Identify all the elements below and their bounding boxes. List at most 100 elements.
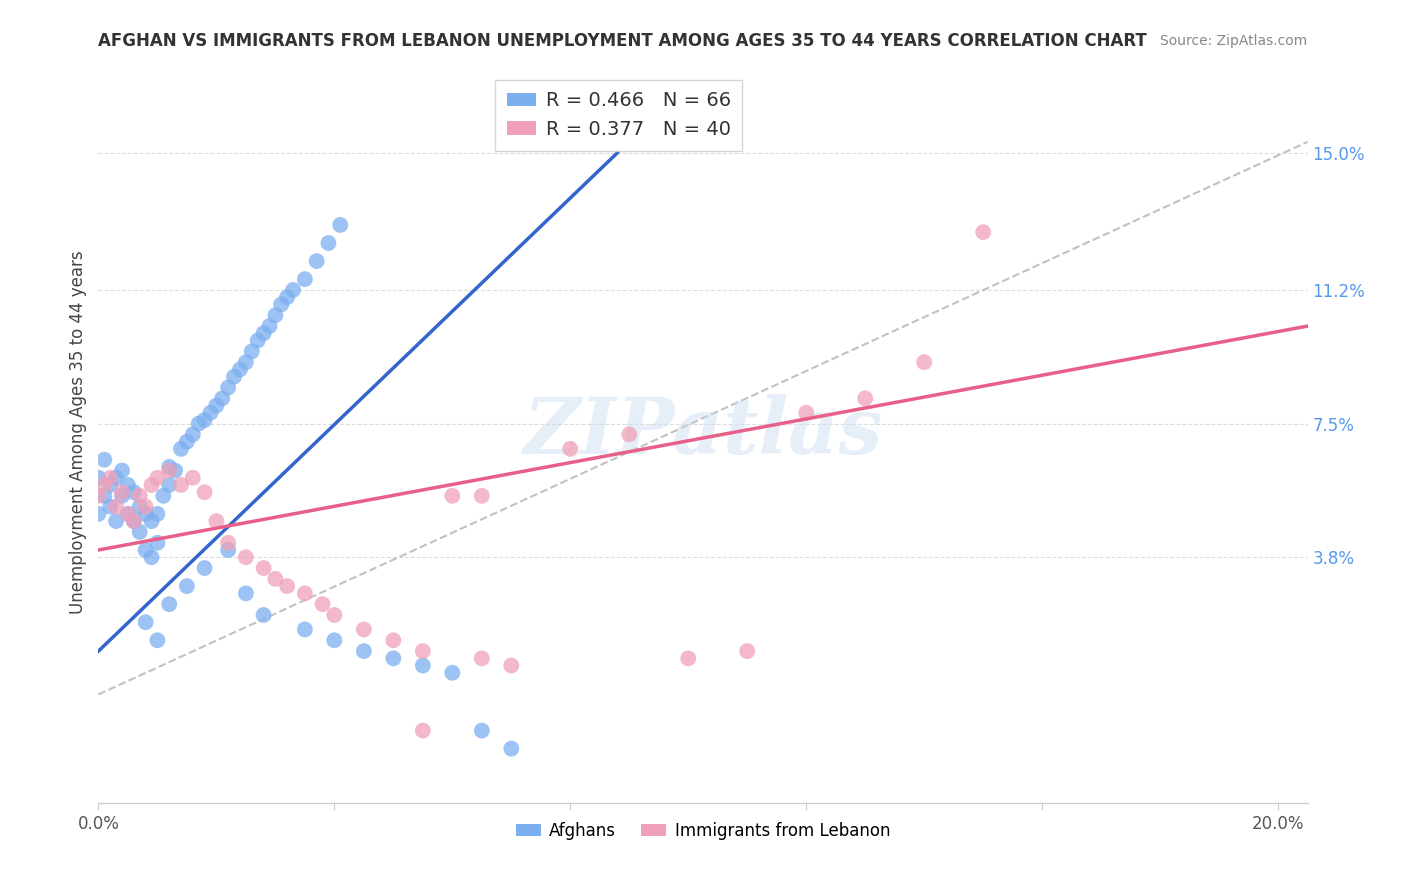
Point (311, 597, 333, 611)
Point (200, 406, 222, 420)
Text: AFGHAN VS IMMIGRANTS FROM LEBANON UNEMPLOYMENT AMONG AGES 35 TO 44 YEARS CORRELA: AFGHAN VS IMMIGRANTS FROM LEBANON UNEMPL… (98, 32, 1147, 50)
Point (329, 218, 352, 232)
Point (294, 623, 316, 637)
Point (194, 413, 217, 427)
Point (87, 507, 110, 521)
Point (128, 489, 150, 503)
Point (205, 399, 228, 413)
Point (246, 334, 269, 348)
Point (157, 478, 180, 492)
Point (471, 651, 494, 665)
Point (294, 586, 316, 600)
Point (217, 543, 239, 558)
Point (382, 633, 405, 648)
Point (176, 579, 198, 593)
Point (135, 507, 157, 521)
Text: Source: ZipAtlas.com: Source: ZipAtlas.com (1160, 34, 1308, 47)
Point (105, 471, 128, 485)
Point (235, 355, 257, 369)
Point (281, 283, 304, 297)
Point (87, 489, 110, 503)
Point (181, 427, 204, 442)
Point (735, 644, 758, 658)
Point (93, 478, 115, 492)
Point (98, 471, 121, 485)
Point (157, 597, 180, 611)
Point (240, 344, 263, 359)
Point (98, 500, 121, 514)
Point (135, 543, 157, 558)
Point (252, 561, 274, 575)
Point (276, 290, 298, 304)
Point (235, 586, 257, 600)
Point (235, 550, 257, 565)
Point (111, 489, 134, 503)
Point (471, 489, 494, 503)
Point (501, 658, 523, 673)
Point (264, 572, 287, 586)
Point (217, 535, 239, 549)
Point (157, 459, 180, 474)
Point (678, 651, 700, 665)
Point (252, 607, 274, 622)
Point (187, 417, 209, 431)
Point (560, 442, 582, 456)
Point (501, 741, 523, 756)
Point (412, 723, 434, 738)
Point (122, 485, 145, 500)
Point (471, 723, 494, 738)
Point (152, 489, 174, 503)
Point (264, 308, 287, 322)
Point (353, 623, 375, 637)
Point (176, 434, 198, 449)
Point (276, 579, 298, 593)
Point (146, 535, 169, 549)
Point (972, 225, 994, 239)
Point (93, 452, 115, 467)
Point (135, 500, 157, 514)
Text: ZIPatlas: ZIPatlas (523, 394, 883, 471)
Point (318, 235, 340, 250)
Point (157, 464, 180, 478)
Point (353, 644, 375, 658)
Point (217, 380, 239, 394)
Point (170, 478, 193, 492)
Point (146, 471, 169, 485)
Point (141, 550, 163, 565)
Point (441, 665, 464, 680)
Point (412, 658, 434, 673)
Point (323, 633, 346, 648)
Point (111, 464, 134, 478)
Point (111, 485, 134, 500)
Point (87, 471, 110, 485)
Point (305, 254, 328, 268)
Point (117, 507, 139, 521)
Point (105, 514, 128, 528)
Point (270, 297, 292, 311)
Point (165, 464, 187, 478)
Point (794, 406, 817, 420)
Point (853, 392, 876, 406)
Point (323, 607, 346, 622)
Point (128, 524, 150, 539)
Point (229, 362, 252, 376)
Point (122, 514, 145, 528)
Point (170, 442, 193, 456)
Point (146, 633, 169, 648)
Point (912, 355, 935, 369)
Point (205, 514, 228, 528)
Point (135, 615, 157, 630)
Point (619, 427, 641, 442)
Point (252, 326, 274, 341)
Point (146, 507, 169, 521)
Point (93, 489, 115, 503)
Point (98, 478, 121, 492)
Point (382, 651, 405, 665)
Point (141, 478, 163, 492)
Point (117, 478, 139, 492)
Point (259, 319, 281, 334)
Legend: Afghans, Immigrants from Lebanon: Afghans, Immigrants from Lebanon (509, 815, 897, 847)
Point (222, 369, 245, 384)
Point (141, 514, 163, 528)
Point (122, 514, 145, 528)
